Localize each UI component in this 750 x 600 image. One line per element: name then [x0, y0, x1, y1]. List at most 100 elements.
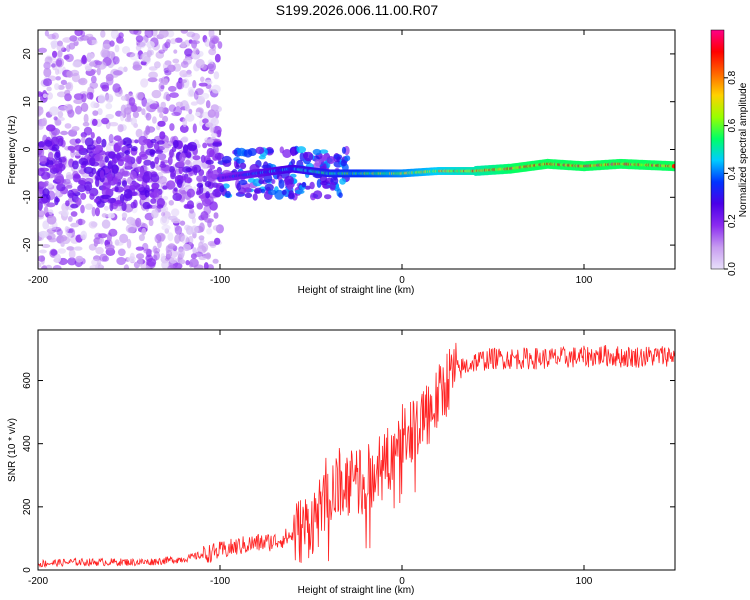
colorbar: 0.0 0.2 0.4 0.6 0.8 Normalized spectral ampl… — [710, 29, 749, 276]
colorbar-tick-label: 0.6 — [727, 118, 738, 132]
x-tick-label: -100 — [210, 576, 230, 587]
spectrogram-blob — [88, 53, 95, 60]
colorbar-strip — [710, 29, 725, 270]
y-tick-label: -20 — [22, 237, 33, 252]
spectrogram-blob — [51, 226, 62, 232]
spectrogram-blob — [195, 190, 202, 196]
spectrogram-blob — [314, 159, 322, 167]
spectrogram-blob — [164, 228, 170, 234]
spectrogram-blob — [281, 189, 287, 195]
spectrogram-blob — [200, 154, 206, 163]
y-tick-label: 400 — [22, 435, 33, 452]
spectrogram-blob — [145, 102, 151, 111]
spectrogram-blob — [196, 202, 203, 210]
spectrogram-blob — [109, 40, 115, 47]
spectrogram-blob — [85, 33, 94, 39]
spectrogram-blob — [47, 151, 54, 161]
spectrogram-blob — [166, 39, 171, 45]
spectrogram-blob — [88, 171, 94, 178]
spectrogram-blob — [108, 228, 118, 237]
spectrogram-x-label: Height of straight line (km) — [298, 285, 415, 296]
spectrogram-blob — [46, 92, 53, 100]
spectrogram-blob — [338, 192, 343, 199]
spectrogram-blob — [186, 200, 194, 209]
colorbar-tick-label: 0.2 — [727, 214, 738, 228]
y-tick-label: 200 — [22, 498, 33, 515]
spectrogram-blob — [167, 156, 173, 166]
spectrogram-blob — [258, 178, 265, 185]
spectrogram-blob — [101, 117, 110, 125]
spectrogram-blob — [149, 127, 154, 133]
spectrogram-blob — [156, 198, 165, 208]
spectrogram-blob — [217, 41, 223, 49]
spectrogram-blob — [109, 202, 114, 212]
spectrogram-y-ticks: -20 -10 0 10 20 — [22, 48, 675, 252]
spectrogram-blob — [120, 95, 127, 101]
spectrogram-blob — [252, 193, 258, 201]
spectrogram-blob — [171, 208, 180, 217]
spectrogram-blob — [52, 50, 58, 58]
colorbar-label: Normalized spectral amplitude — [738, 82, 749, 217]
spectrogram-blob — [75, 105, 82, 115]
spectrogram-blob — [80, 204, 85, 214]
spectrogram-blob — [141, 97, 147, 107]
spectrogram-blob — [162, 78, 169, 86]
spectrogram-blob — [83, 126, 93, 136]
spectrogram-blob — [198, 241, 204, 249]
spectrogram-blob — [92, 110, 99, 116]
spectrogram-blob — [180, 41, 187, 48]
spectrogram-x-ticks: -200 -100 0 100 — [28, 30, 593, 286]
spectrogram-blob — [150, 138, 157, 144]
spectrogram-blob — [152, 116, 157, 124]
spectrogram-blob — [128, 97, 136, 106]
spectrogram-blob — [149, 149, 156, 155]
spectrogram-blob — [83, 113, 89, 124]
snr-series-line — [38, 342, 675, 568]
spectrogram-blob — [52, 265, 62, 269]
spectrogram-blob — [38, 124, 44, 130]
spectrogram-blob — [150, 198, 157, 204]
spectrogram-blob — [54, 151, 61, 161]
spectrogram-blob — [64, 225, 69, 233]
spectrogram-blob — [196, 182, 204, 188]
spectrogram-blob — [180, 61, 189, 68]
spectrogram-blob — [123, 107, 132, 115]
spectrogram-blob — [46, 86, 52, 92]
spectrogram-blob — [196, 143, 201, 149]
spectrogram-blob — [169, 257, 178, 264]
spectrogram-blob — [169, 92, 179, 98]
spectrogram-blob — [57, 111, 64, 118]
spectrogram-blob — [54, 253, 62, 263]
spectrogram-blob — [181, 136, 189, 143]
spectrogram-blob — [117, 152, 125, 158]
spectrogram-blob — [267, 189, 277, 196]
spectrogram-blob — [160, 253, 165, 261]
spectrogram-blob — [151, 183, 158, 190]
x-tick-label: 0 — [399, 576, 405, 587]
spectrogram-blob — [117, 124, 124, 133]
spectrogram-blob — [162, 115, 169, 123]
spectrogram-blob — [319, 149, 329, 154]
spectrogram-blob — [179, 259, 186, 265]
spectrogram-blob — [135, 184, 145, 192]
spectrogram-blob — [204, 180, 212, 188]
spectrogram-blob — [123, 189, 133, 199]
spectrogram-blob — [192, 247, 197, 253]
spectrogram-blob — [41, 117, 48, 127]
spectrogram-blob — [89, 61, 96, 67]
spectrogram-blob — [86, 92, 94, 100]
spectrogram-blob — [210, 132, 218, 138]
spectrogram-blob — [38, 141, 46, 148]
spectrogram-blob — [165, 249, 173, 259]
spectrogram-blob — [119, 168, 125, 176]
spectrogram-blob — [207, 264, 214, 269]
spectrogram-blob — [129, 52, 140, 61]
spectrogram-blob — [214, 237, 221, 245]
spectrogram-blob — [44, 140, 53, 147]
chart-title: S199.2026.006.11.00.R07 — [276, 2, 439, 18]
spectrogram-blob — [70, 222, 80, 228]
spectrogram-blob — [67, 257, 77, 266]
spectrogram-blob — [114, 44, 120, 53]
spectrogram-blob — [158, 82, 165, 92]
